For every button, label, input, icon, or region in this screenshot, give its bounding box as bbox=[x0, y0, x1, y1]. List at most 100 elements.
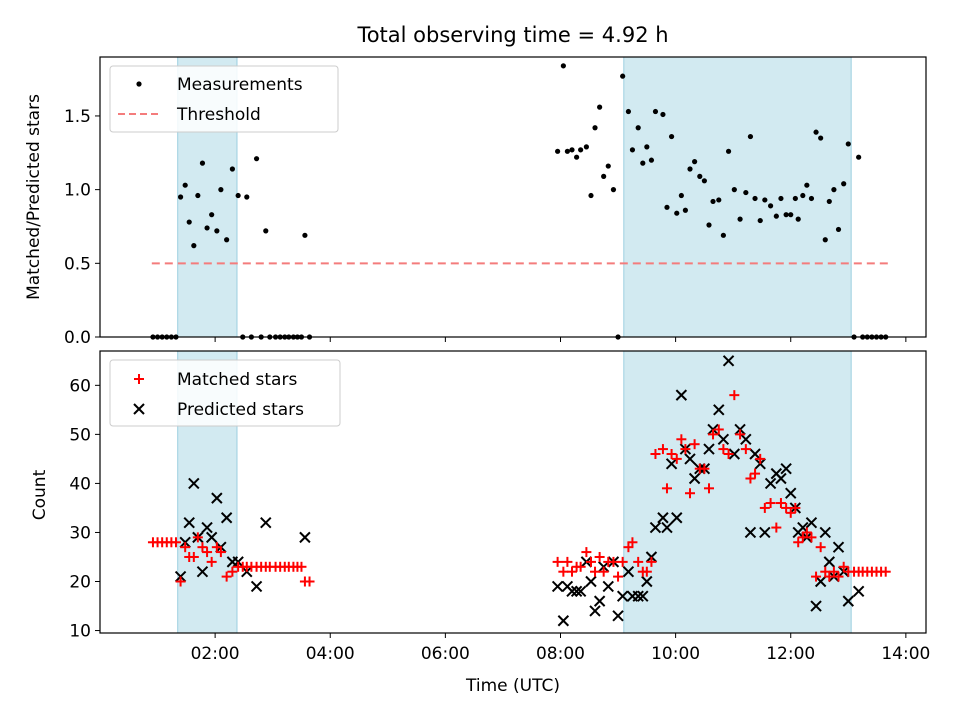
ratio-panel: 0.0 0.5 1.0 1.5 Matched/Predicted stars Mea… bbox=[24, 56, 927, 348]
matched-point bbox=[708, 429, 719, 440]
counts-ytick-label: 60 bbox=[69, 376, 91, 396]
matched-point bbox=[880, 566, 891, 577]
counts-y-ticks: 10 20 30 40 50 60 bbox=[69, 376, 100, 642]
measurement-point bbox=[644, 144, 650, 150]
ratio-ytick-label: 0.5 bbox=[64, 254, 91, 274]
measurement-point bbox=[218, 187, 224, 193]
matched-point bbox=[227, 566, 238, 577]
measurement-point bbox=[752, 195, 758, 202]
matched-point bbox=[735, 429, 746, 440]
measurement-point bbox=[620, 73, 626, 79]
measurement-point bbox=[808, 195, 815, 202]
matched-point bbox=[815, 542, 826, 553]
ratio-ytick-label: 1.5 bbox=[64, 107, 91, 127]
measurement-point bbox=[835, 226, 842, 233]
measurement-point bbox=[804, 182, 810, 188]
predicted-point bbox=[759, 526, 771, 539]
measurement-point bbox=[664, 204, 670, 210]
measurement-point bbox=[757, 217, 763, 224]
matched-point bbox=[575, 561, 586, 572]
counts-y-axis-label: Count bbox=[30, 469, 50, 520]
measurement-point bbox=[204, 225, 210, 231]
matched-point bbox=[755, 453, 766, 464]
measurement-point bbox=[209, 212, 215, 218]
predicted-point bbox=[764, 477, 777, 490]
measurement-point bbox=[710, 198, 716, 205]
measurement-point bbox=[783, 212, 789, 218]
predicted-point bbox=[785, 487, 797, 499]
matched-point bbox=[806, 532, 817, 543]
legend-matched-marker bbox=[134, 374, 144, 384]
predicted-point bbox=[814, 575, 827, 588]
matched-point bbox=[215, 547, 226, 558]
predicted-point bbox=[740, 433, 752, 445]
matched-point bbox=[833, 571, 844, 582]
matched-point bbox=[613, 571, 624, 582]
predicted-point bbox=[220, 512, 233, 524]
measurement-point bbox=[800, 192, 806, 199]
predicted-point bbox=[188, 477, 200, 490]
measurement-point bbox=[682, 207, 688, 213]
predicted-point bbox=[810, 600, 822, 612]
legend-measurements-marker bbox=[136, 81, 142, 87]
counts-x-ticks: 02:00 04:00 06:00 08:00 10:00 12:00 14:00 bbox=[191, 633, 930, 664]
measurement-point bbox=[610, 187, 617, 193]
predicted-point bbox=[589, 605, 601, 617]
predicted-point bbox=[205, 531, 218, 544]
measurement-point bbox=[177, 194, 184, 200]
predicted-point bbox=[250, 580, 263, 593]
predicted-point bbox=[183, 516, 195, 529]
matched-point bbox=[627, 537, 638, 548]
measurement-point bbox=[813, 129, 819, 135]
matched-point bbox=[304, 576, 315, 587]
matched-point bbox=[676, 434, 687, 445]
x-axis-label: Time (UTC) bbox=[465, 676, 560, 696]
ratio-x-ticks bbox=[214, 337, 907, 342]
matched-point bbox=[828, 566, 839, 577]
measurement-point bbox=[856, 154, 862, 160]
predicted-point bbox=[671, 512, 683, 524]
predicted-point bbox=[632, 590, 644, 602]
matched-point bbox=[801, 527, 812, 538]
matched-point bbox=[598, 566, 609, 577]
measurement-point bbox=[229, 166, 235, 172]
matched-point bbox=[765, 498, 776, 509]
measurement-point bbox=[235, 192, 241, 199]
measurement-point bbox=[195, 192, 201, 199]
matched-point bbox=[552, 556, 563, 567]
matched-point bbox=[811, 571, 822, 582]
predicted-point bbox=[675, 389, 688, 401]
predicted-point bbox=[557, 615, 570, 627]
matched-point bbox=[206, 556, 217, 567]
matched-points bbox=[147, 390, 891, 587]
measurement-point bbox=[605, 163, 611, 169]
counts-ytick-label: 10 bbox=[69, 622, 91, 642]
counts-span-1 bbox=[623, 350, 852, 634]
predicted-point bbox=[703, 443, 715, 455]
predicted-point bbox=[622, 565, 635, 578]
matched-point bbox=[175, 576, 186, 587]
predicted-point bbox=[574, 585, 587, 598]
predicted-point bbox=[612, 610, 624, 622]
predicted-point bbox=[744, 526, 757, 539]
predicted-point bbox=[728, 448, 741, 460]
matched-point bbox=[221, 571, 232, 582]
matched-point bbox=[718, 444, 729, 455]
measurement-point bbox=[625, 108, 632, 115]
matched-point bbox=[558, 566, 569, 577]
ratio-span-1 bbox=[623, 56, 852, 338]
measurement-point bbox=[773, 213, 779, 219]
measurement-point bbox=[678, 192, 684, 199]
measurement-point bbox=[652, 108, 659, 115]
measurement-point bbox=[253, 156, 260, 162]
ratio-y-ticks: 0.0 0.5 1.0 1.5 bbox=[64, 107, 100, 348]
legend-threshold-label: Threshold bbox=[176, 105, 261, 125]
measurement-point bbox=[182, 182, 188, 188]
predicted-point bbox=[852, 585, 865, 598]
measurement-point bbox=[720, 232, 726, 238]
predicted-point bbox=[661, 521, 673, 534]
counts-ytick-label: 40 bbox=[69, 474, 91, 494]
measurement-point bbox=[244, 194, 250, 200]
predicted-point bbox=[722, 355, 735, 367]
